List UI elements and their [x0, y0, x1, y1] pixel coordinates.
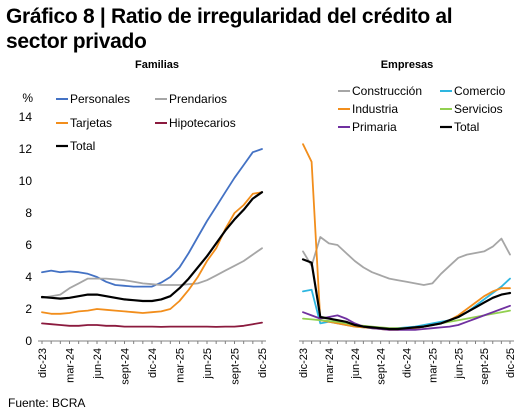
series-line-primaria — [302, 304, 511, 331]
series-line-total — [301, 258, 512, 331]
legend-label-hipotecarios: Hipotecarios — [169, 116, 236, 130]
series-line-hipotecarios — [41, 321, 263, 328]
x-tick-label: dic-24 — [402, 348, 414, 378]
x-tick-label: dic-25 — [505, 348, 517, 378]
source-note: Fuente: BCRA — [8, 396, 86, 410]
legend-label-tarjetas: Tarjetas — [70, 116, 112, 130]
legend-label-construccion: Construcción — [352, 84, 422, 98]
x-tick-label: jun-24 — [92, 348, 104, 380]
x-tick-label: sept-25 — [230, 348, 242, 385]
x-tick-label: mar-25 — [427, 348, 439, 383]
chart-title: Gráfico 8 | Ratio de irregularidad del c… — [6, 5, 453, 53]
panel-familias: Familias% 0 2 4 6 8 10 12 14 dic-23 mar-24 jun-24 se… — [19, 59, 269, 385]
legend-label-primaria: Primaria — [352, 120, 397, 134]
legend-label-industria: Industria — [352, 102, 398, 116]
series-line-prendarios — [41, 247, 263, 299]
x-tick-label: dic-23 — [298, 348, 310, 378]
legend-label-personales: Personales — [70, 92, 130, 106]
y-tick-label: 2 — [25, 302, 32, 316]
panel-empresas: Empresas dic-23 mar-24 jun-24 sept-24 dic-24 m… — [298, 59, 517, 385]
y-axis-label: % — [22, 91, 33, 105]
series-line-personales — [41, 148, 263, 288]
panel-title: Familias — [135, 59, 179, 71]
x-tick-label: jun-25 — [202, 348, 214, 380]
y-tick-label: 8 — [25, 206, 32, 220]
legend-label-servicios: Servicios — [454, 102, 503, 116]
y-tick-label: 6 — [25, 238, 32, 252]
y-tick-label: 12 — [19, 142, 33, 156]
series-line-industria — [302, 143, 511, 331]
x-tick-label: sept-24 — [376, 348, 388, 385]
x-tick-label: dic-25 — [257, 348, 269, 378]
legend-label-total: Total — [70, 139, 95, 153]
x-tick-label: sept-24 — [120, 348, 132, 385]
y-tick-label: 14 — [19, 110, 33, 124]
legend-label-total: Total — [454, 120, 479, 134]
y-tick-label: 4 — [25, 270, 32, 284]
legend-label-prendarios: Prendarios — [169, 92, 227, 106]
series-line-total — [40, 191, 264, 303]
legend-label-comercio: Comercio — [454, 84, 506, 98]
x-tick-label: mar-24 — [324, 348, 336, 383]
x-tick-label: jun-24 — [350, 348, 362, 380]
x-tick-label: dic-24 — [147, 348, 159, 378]
series-line-construccion — [302, 236, 511, 286]
x-tick-label: mar-24 — [65, 348, 77, 383]
panel-title: Empresas — [381, 59, 434, 71]
x-tick-label: sept-25 — [479, 348, 491, 385]
x-tick-label: mar-25 — [175, 348, 187, 383]
y-tick-label: 0 — [25, 334, 32, 348]
series-line-tarjetas — [41, 191, 263, 315]
x-tick-label: jun-25 — [453, 348, 465, 380]
y-tick-label: 10 — [19, 174, 33, 188]
x-tick-label: dic-23 — [37, 348, 49, 378]
